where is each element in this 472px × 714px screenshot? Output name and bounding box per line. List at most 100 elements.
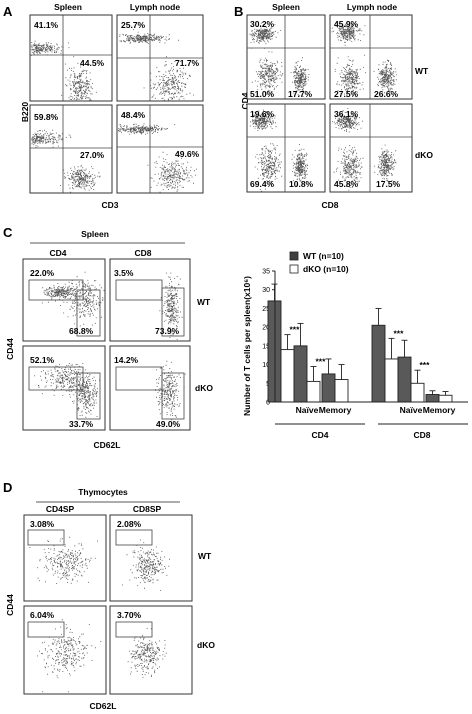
significance-marker: *** <box>420 360 431 370</box>
bar-group-cd8: CD8 <box>413 430 430 440</box>
dot-cloud <box>127 628 167 678</box>
d-cd8sp-wt-pct-1: 2.08% <box>117 519 142 529</box>
b-lymph-dko-pct-3: 17.5% <box>376 179 401 189</box>
dot-cloud <box>41 271 105 327</box>
y-tick-label: 20 <box>262 325 270 332</box>
legend-swatch-dko <box>289 264 299 274</box>
b-lymph-dko-pct-2: 45.8% <box>334 179 359 189</box>
panel-label-b: B <box>234 4 243 19</box>
plot-b-spleen-dko: 19.6% 69.4% 10.8% <box>246 103 326 193</box>
c-cd8-dko-pct-2: 49.0% <box>156 419 181 429</box>
y-tick-label: 10 <box>262 362 270 369</box>
dot-cloud <box>159 272 183 340</box>
b-spleen-wt-pct-1: 30.2% <box>250 19 275 29</box>
dot-cloud <box>331 22 397 98</box>
dot-cloud <box>249 109 308 192</box>
panel-label-a: A <box>3 4 13 19</box>
bar-chart: WT (n=10) dKO (n=10) Number of T cells p… <box>242 251 468 440</box>
dot-cloud <box>29 536 98 584</box>
dot-cloud <box>31 40 97 101</box>
y-tick-label: 15 <box>262 343 270 350</box>
b-spleen-wt-pct-2: 51.0% <box>250 89 275 99</box>
bar-wt <box>425 394 440 403</box>
c-row-dko: dKO <box>195 383 213 393</box>
bar-dko <box>410 382 425 403</box>
c-cd8-wt-pct-1: 3.5% <box>114 268 134 278</box>
b-col-lymph: Lymph node <box>347 2 397 12</box>
plot-a-spleen-dko: 59.8% 27.0% <box>29 104 113 194</box>
a-col-spleen: Spleen <box>54 2 82 12</box>
significance-marker: *** <box>316 356 327 366</box>
c-col-cd8: CD8 <box>134 248 151 258</box>
c-cd4-dko-pct-2: 33.7% <box>69 419 94 429</box>
a-lymph-dko-pct-1: 48.4% <box>121 110 146 120</box>
legend-label-dko: dKO (n=10) <box>303 264 349 274</box>
c-group-header: Spleen <box>81 229 109 239</box>
d-col-cd8sp: CD8SP <box>133 504 162 514</box>
b-ylabel: CD4 <box>240 92 250 109</box>
c-ylabel: CD44 <box>5 338 15 360</box>
b-lymph-wt-pct-2: 27.5% <box>334 89 359 99</box>
d-row-wt: WT <box>198 551 212 561</box>
significance-marker: *** <box>290 325 301 335</box>
d-ylabel: CD44 <box>5 594 15 616</box>
b-lymph-dko-pct-1: 36.1% <box>334 109 359 119</box>
bar-dko <box>280 349 295 403</box>
a-col-lymph: Lymph node <box>130 2 180 12</box>
plot-c-cd4-dko: 52.1% 33.7% <box>22 345 106 431</box>
b-xlabel: CD8 <box>321 200 338 210</box>
b-row-wt: WT <box>415 66 429 76</box>
c-cd8-wt-pct-2: 73.9% <box>155 326 180 336</box>
bar-wt <box>371 324 386 403</box>
y-tick-label: 0 <box>266 400 270 407</box>
bar-wt <box>321 373 336 403</box>
b-lymph-wt-pct-1: 45.9% <box>334 19 359 29</box>
dot-cloud <box>118 123 197 193</box>
c-cd4-dko-pct-1: 52.1% <box>30 355 55 365</box>
d-cd8sp-dko-pct-1: 3.70% <box>117 610 142 620</box>
bar-category-label: Memory <box>319 405 352 415</box>
panel-label-c: C <box>3 225 13 240</box>
dot-cloud <box>155 360 186 421</box>
b-lymph-wt-pct-3: 26.6% <box>374 89 399 99</box>
a-lymph-wt-pct-1: 25.7% <box>121 20 146 30</box>
d-group-header: Thymocytes <box>78 487 128 497</box>
dot-cloud <box>34 363 100 418</box>
plot-d-cd8sp-wt: 2.08% <box>109 514 193 602</box>
plot-a-lymph-dko: 48.4% 49.6% <box>116 104 204 194</box>
plot-a-lymph-wt: 25.7% 71.7% <box>116 14 204 102</box>
c-xlabel: CD62L <box>94 440 121 450</box>
b-spleen-dko-pct-3: 10.8% <box>289 179 314 189</box>
plot-b-spleen-wt: 30.2% 51.0% 17.7% <box>246 14 326 100</box>
a-spleen-dko-pct-1: 59.8% <box>34 112 59 122</box>
c-cd4-wt-pct-2: 68.8% <box>69 326 94 336</box>
legend-swatch-wt <box>289 251 299 261</box>
b-row-dko: dKO <box>415 150 433 160</box>
d-cd4sp-wt-pct-1: 3.08% <box>30 519 55 529</box>
plot-b-lymph-dko: 36.1% 45.8% 17.5% <box>329 103 413 193</box>
bar-dko <box>334 379 349 403</box>
a-spleen-dko-pct-2: 27.0% <box>80 150 105 160</box>
d-cd4sp-dko-pct-1: 6.04% <box>30 610 55 620</box>
b-spleen-dko-pct-2: 69.4% <box>250 179 275 189</box>
bar-dko <box>384 358 399 403</box>
a-spleen-wt-pct-1: 41.1% <box>34 20 59 30</box>
plot-c-cd8-wt: 3.5% 73.9% <box>109 258 191 342</box>
c-cd4-wt-pct-1: 22.0% <box>30 268 55 278</box>
bar-wt <box>293 345 308 403</box>
plot-b-lymph-wt: 45.9% 27.5% 26.6% <box>329 14 413 100</box>
plot-d-cd8sp-dko: 3.70% <box>109 605 193 695</box>
b-spleen-wt-pct-3: 17.7% <box>288 89 313 99</box>
c-col-cd4: CD4 <box>49 248 66 258</box>
plot-d-cd4sp-wt: 3.08% <box>23 514 107 602</box>
plot-d-cd4sp-dko: 6.04% <box>23 605 107 695</box>
plot-c-cd8-dko: 14.2% 49.0% <box>109 345 191 431</box>
a-lymph-wt-pct-2: 71.7% <box>175 58 200 68</box>
plot-c-cd4-wt: 22.0% 68.8% <box>22 258 106 342</box>
bar-category-label: Naïve <box>400 405 423 415</box>
bar-dko <box>306 380 321 403</box>
significance-marker: *** <box>394 328 405 338</box>
a-xlabel: CD3 <box>101 200 118 210</box>
bar-group-cd4: CD4 <box>311 430 328 440</box>
